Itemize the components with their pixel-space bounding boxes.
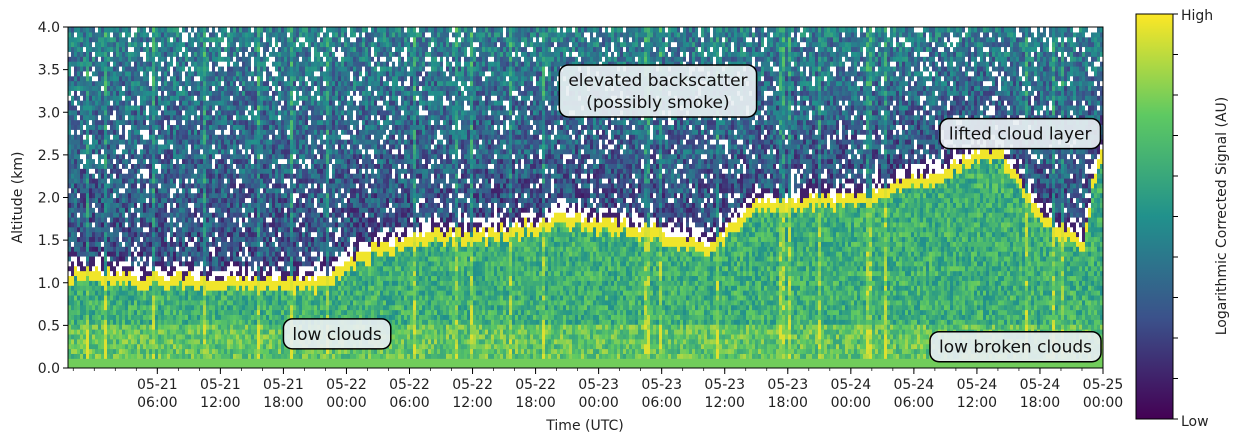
x-tick-date: 05-22 xyxy=(389,377,430,393)
x-tick-date: 05-25 xyxy=(1083,377,1124,393)
x-tick-time: 12:00 xyxy=(957,395,997,411)
x-tick-date: 05-23 xyxy=(704,377,745,393)
annotation-text: lifted cloud layer xyxy=(949,125,1092,145)
x-tick-date: 05-23 xyxy=(578,377,619,393)
y-tick-label: 1.0 xyxy=(38,276,60,292)
x-tick-time: 12:00 xyxy=(705,395,745,411)
x-tick-time: 06:00 xyxy=(389,395,429,411)
x-axis-title: Time (UTC) xyxy=(545,418,623,434)
x-tick-date: 05-23 xyxy=(641,377,682,393)
x-tick-date: 05-24 xyxy=(894,377,935,393)
x-tick-date: 05-22 xyxy=(326,377,367,393)
x-tick-time: 00:00 xyxy=(578,395,618,411)
colorbar-title: Logarithmic Corrected Signal (AU) xyxy=(1214,97,1230,336)
colorbar-high-label: High xyxy=(1181,8,1213,24)
colorbar-gradient xyxy=(1136,14,1173,419)
y-tick-label: 3.0 xyxy=(38,105,60,121)
x-tick-time: 18:00 xyxy=(768,395,808,411)
x-tick-date: 05-22 xyxy=(515,377,556,393)
y-tick-label: 0.0 xyxy=(38,361,60,377)
y-axis: 0.0 0.5 1.0 1.5 2.0 2.5 3.0 3.5 4.0 xyxy=(38,20,68,377)
x-tick-time: 12:00 xyxy=(452,395,492,411)
x-tick-time: 18:00 xyxy=(1020,395,1060,411)
x-tick-time: 06:00 xyxy=(642,395,682,411)
y-tick-label: 1.5 xyxy=(38,233,60,249)
x-tick-time: 18:00 xyxy=(263,395,303,411)
x-axis: 05-21 06:00 05-21 12:00 05-21 18:00 05-22 00:00… xyxy=(73,368,1123,411)
x-tick-date: 05-24 xyxy=(1020,377,1061,393)
x-tick-time: 18:00 xyxy=(515,395,555,411)
x-tick-time: 00:00 xyxy=(1083,395,1123,411)
annotation-text: low clouds xyxy=(292,325,381,345)
x-tick-date: 05-24 xyxy=(830,377,871,393)
annotation-box: elevated backscatter(possibly smoke) xyxy=(559,65,756,117)
x-tick-date: 05-21 xyxy=(137,377,178,393)
x-tick-time: 00:00 xyxy=(326,395,366,411)
colorbar-ticks xyxy=(1173,14,1178,419)
annotation-text: low broken clouds xyxy=(939,338,1092,358)
x-tick-time: 12:00 xyxy=(200,395,240,411)
x-tick-time: 06:00 xyxy=(137,395,177,411)
x-tick-date: 05-21 xyxy=(263,377,304,393)
y-tick-label: 0.5 xyxy=(38,318,60,334)
y-tick-label: 4.0 xyxy=(38,20,60,36)
annotation-box: low clouds xyxy=(283,319,390,349)
x-tick-time: 06:00 xyxy=(894,395,934,411)
x-tick-date: 05-23 xyxy=(767,377,808,393)
y-tick-label: 2.0 xyxy=(38,191,60,207)
colorbar: High Low Logarithmic Corrected Signal (A… xyxy=(1136,8,1230,430)
annotation-text: elevated backscatter xyxy=(568,71,747,91)
x-tick-date: 05-22 xyxy=(452,377,493,393)
annotation-text: (possibly smoke) xyxy=(586,93,729,113)
y-tick-label: 2.5 xyxy=(38,148,60,164)
annotation-box: low broken clouds xyxy=(930,332,1101,362)
y-tick-label: 3.5 xyxy=(38,63,60,79)
x-tick-time: 00:00 xyxy=(831,395,871,411)
x-tick-date: 05-21 xyxy=(200,377,241,393)
x-tick-date: 05-24 xyxy=(957,377,998,393)
annotation-box: lifted cloud layer xyxy=(940,119,1101,149)
colorbar-low-label: Low xyxy=(1181,414,1209,430)
y-axis-title: Altitude (km) xyxy=(10,152,26,244)
